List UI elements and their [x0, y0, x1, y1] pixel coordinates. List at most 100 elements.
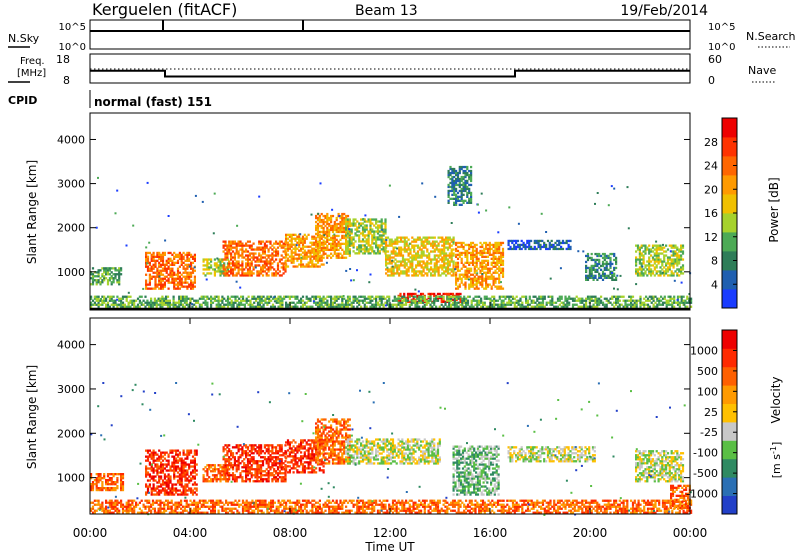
power-cell [665, 299, 668, 302]
power-cell [431, 250, 435, 253]
power-cell [678, 305, 681, 308]
power-cell [455, 283, 458, 286]
power-cell [290, 295, 293, 298]
power-cell [161, 273, 165, 276]
power-cell [103, 301, 106, 304]
power-cell [133, 305, 136, 308]
power-cell [483, 261, 486, 264]
power-cell [420, 238, 423, 241]
power-cell [90, 277, 93, 280]
power-cell [322, 299, 325, 302]
power-cell [455, 179, 458, 183]
power-noise-cell [273, 296, 276, 299]
power-cell [552, 245, 555, 249]
power-noise-cell [146, 262, 149, 265]
velocity-cell [116, 479, 119, 482]
power-cell [386, 254, 390, 257]
velocity-cell [169, 479, 172, 482]
power-cell [386, 268, 390, 271]
power-cell [496, 267, 499, 270]
power-cell [375, 297, 378, 300]
power-cell [175, 261, 178, 264]
power-cell [234, 299, 237, 302]
power-cell [330, 228, 333, 232]
power-cell [237, 262, 240, 265]
power-cell [345, 240, 348, 243]
power-cell [530, 305, 533, 308]
power-cell [101, 295, 104, 298]
power-cell [158, 279, 161, 282]
power-cell [367, 250, 370, 253]
power-cell [146, 265, 150, 268]
power-cell [361, 228, 365, 231]
power-cell [605, 264, 608, 268]
power-cell [468, 267, 471, 270]
power-cell [449, 171, 452, 175]
power-cell [673, 297, 676, 300]
power-cell [550, 245, 553, 249]
power-cell [286, 247, 290, 250]
power-cell [594, 297, 597, 300]
power-noise-cell [299, 233, 302, 236]
power-cell [167, 261, 170, 264]
power-cell [475, 263, 478, 266]
velocity-cell [101, 477, 104, 480]
power-cell [350, 244, 353, 247]
power-cell [248, 268, 251, 271]
power-cell [468, 197, 471, 200]
power-cell [288, 235, 291, 238]
velocity-cell [156, 463, 159, 466]
power-cell [386, 244, 390, 247]
power-cell [215, 303, 218, 306]
power-cell [346, 301, 350, 304]
power-cell [158, 283, 161, 286]
power-cell [378, 238, 381, 241]
power-cell [421, 301, 425, 304]
power-cell [455, 253, 458, 256]
power-cell [459, 295, 462, 298]
power-cell [178, 299, 181, 302]
power-cell [360, 246, 363, 249]
power-cell [405, 301, 408, 304]
power-cell [502, 295, 505, 298]
power-cell [416, 303, 419, 306]
power-cell [330, 216, 333, 220]
power-cell [398, 272, 401, 275]
power-cell [236, 295, 239, 298]
power-cell [373, 232, 376, 235]
power-cell [307, 255, 310, 258]
power-cell [188, 277, 191, 280]
power-cell [256, 264, 259, 267]
power-cell [626, 299, 629, 302]
power-cell [654, 295, 657, 298]
power-cell [418, 297, 421, 300]
power-cell [400, 264, 403, 267]
power-cell [631, 299, 635, 302]
power-cell [335, 218, 338, 222]
power-cell [156, 251, 159, 255]
power-cell [586, 278, 590, 281]
power-cell [452, 268, 455, 271]
power-cell [176, 287, 180, 290]
velocity-cell [160, 489, 163, 492]
power-cell [533, 247, 536, 251]
power-cell [339, 242, 342, 245]
power-noise-cell [295, 244, 298, 247]
power-cell [472, 299, 475, 302]
power-cell [565, 247, 568, 251]
power-cell [290, 251, 293, 254]
velocity-cell [169, 487, 172, 490]
power-cell [680, 266, 683, 269]
power-cell [636, 244, 640, 247]
velocity-cell [148, 461, 151, 464]
power-cell [167, 265, 170, 268]
power-cell [640, 274, 643, 277]
power-cell [350, 238, 353, 241]
power-cell [298, 263, 301, 266]
power-cell [586, 305, 590, 308]
power-cell [258, 246, 261, 249]
velocity-cell [121, 477, 125, 480]
power-cell [331, 228, 335, 232]
power-cell [504, 295, 507, 298]
power-cell [322, 305, 325, 308]
